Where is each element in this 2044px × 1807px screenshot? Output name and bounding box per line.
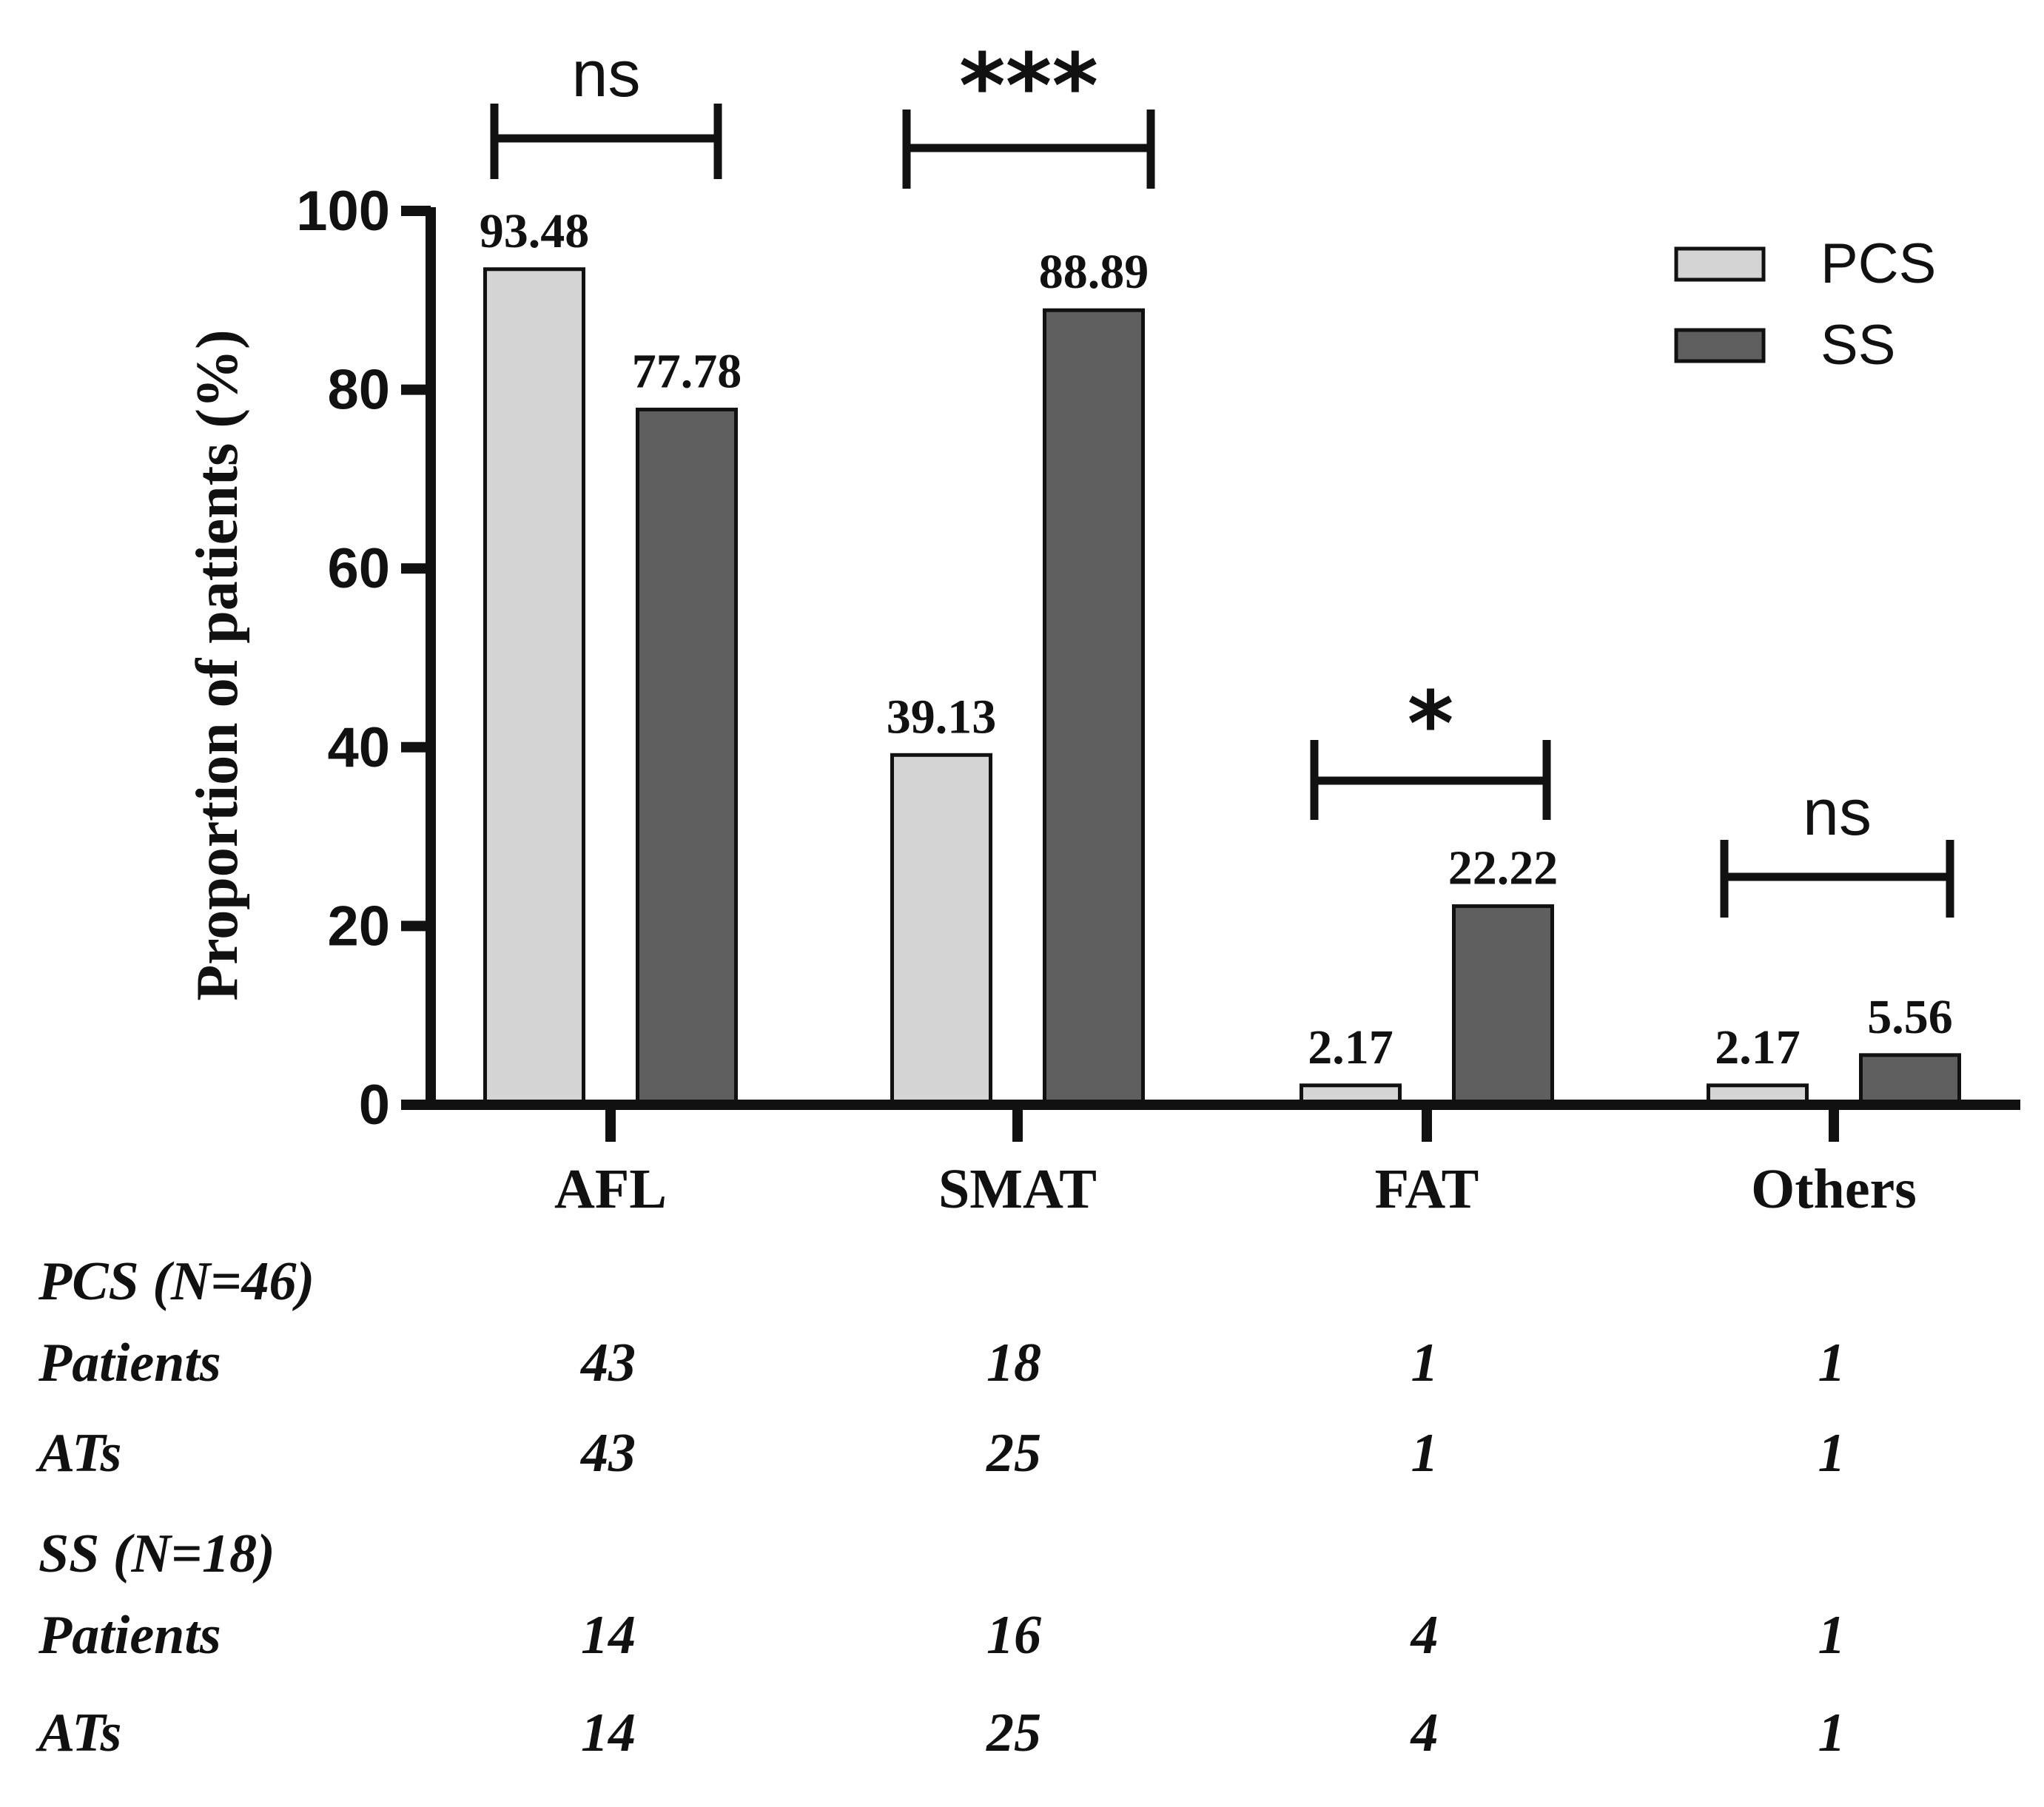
y-tick-label: 40 bbox=[327, 716, 390, 779]
significance-label: ns bbox=[572, 37, 641, 110]
data-label: 2.17 bbox=[1715, 1020, 1801, 1074]
bar-ss-others bbox=[1859, 1053, 1961, 1107]
data-label: 93.48 bbox=[480, 204, 590, 258]
data-label: 39.13 bbox=[887, 690, 997, 744]
significance-label: * bbox=[1408, 673, 1454, 776]
y-tick-label: 60 bbox=[327, 537, 390, 600]
bar-ss-smat bbox=[1043, 308, 1145, 1107]
x-tick-label: Others bbox=[1751, 1158, 1917, 1220]
x-tick-label: SMAT bbox=[938, 1158, 1097, 1220]
data-label: 22.22 bbox=[1448, 841, 1559, 895]
legend-label: SS bbox=[1821, 314, 1895, 377]
bar-pcs-afl bbox=[483, 267, 585, 1107]
bar-pcs-smat bbox=[890, 753, 992, 1107]
y-axis-title: Proportion of patients (%) bbox=[185, 329, 250, 1000]
y-tick-label: 20 bbox=[327, 895, 390, 958]
y-tick-label: 100 bbox=[296, 180, 390, 243]
y-tick-label: 80 bbox=[327, 359, 390, 422]
y-tick-label: 0 bbox=[359, 1074, 390, 1137]
bar-ss-afl bbox=[636, 407, 738, 1107]
bar-ss-fat bbox=[1452, 904, 1554, 1107]
significance-label: *** bbox=[959, 36, 1098, 138]
legend-swatch-pcs bbox=[1674, 246, 1766, 282]
x-tick-label: FAT bbox=[1375, 1158, 1479, 1220]
data-label: 88.89 bbox=[1039, 245, 1149, 299]
x-tick-label: AFL bbox=[554, 1158, 667, 1220]
data-label: 2.17 bbox=[1308, 1020, 1394, 1074]
significance-label: ns bbox=[1803, 775, 1872, 849]
data-label: 5.56 bbox=[1867, 990, 1953, 1044]
legend-label: PCS bbox=[1821, 232, 1936, 295]
data-label: 77.78 bbox=[632, 344, 742, 398]
legend-swatch-ss bbox=[1674, 328, 1766, 363]
